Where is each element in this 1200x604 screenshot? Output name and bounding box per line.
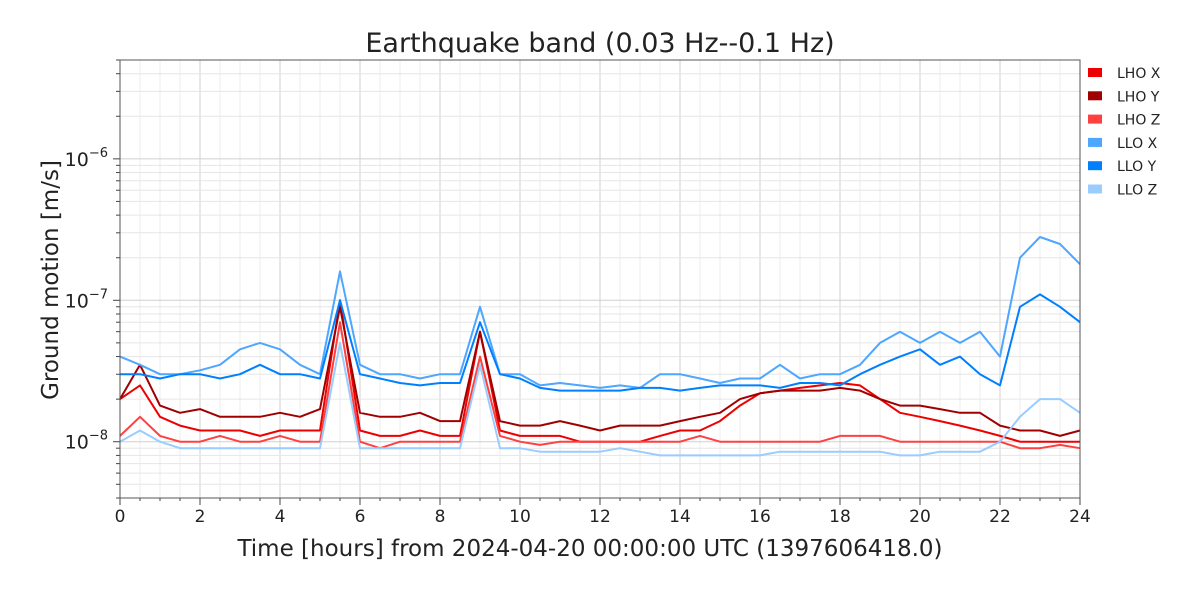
y-axis-label: Ground motion [m/s] bbox=[38, 160, 64, 400]
x-tick-label: 10 bbox=[509, 507, 531, 527]
x-axis-label: Time [hours] from 2024-04-20 00:00:00 UT… bbox=[236, 536, 942, 562]
legend-label: LHO Z bbox=[1117, 113, 1160, 129]
x-tick-label: 22 bbox=[989, 507, 1011, 527]
plot-frame bbox=[119, 59, 1081, 499]
legend-swatch bbox=[1088, 161, 1102, 171]
legend-swatch bbox=[1088, 68, 1102, 77]
y-tick-exponent: −8 bbox=[89, 429, 108, 444]
x-tick-label: 4 bbox=[275, 507, 286, 527]
x-tick-label: 12 bbox=[589, 507, 611, 527]
series-line-lho-y bbox=[119, 305, 1081, 437]
legend-swatch bbox=[1088, 114, 1102, 124]
x-tick-label: 2 bbox=[195, 507, 206, 527]
x-tick-label: 20 bbox=[909, 507, 931, 527]
legend-label: LHO X bbox=[1117, 66, 1161, 82]
y-tick-exponent: −6 bbox=[89, 146, 108, 161]
y-tick-label: 10−7 bbox=[65, 287, 108, 312]
y-tick-base: 10 bbox=[65, 290, 89, 312]
y-tick-label: 10−8 bbox=[65, 429, 108, 454]
x-tick-label: 18 bbox=[829, 507, 851, 527]
x-tick-label: 6 bbox=[355, 507, 366, 527]
x-tick-label: 24 bbox=[1069, 507, 1091, 527]
legend-label: LLO Z bbox=[1117, 183, 1157, 199]
x-tick-label: 8 bbox=[435, 507, 446, 527]
series-line-llo-y bbox=[120, 293, 1081, 392]
x-tick-label: 0 bbox=[115, 507, 126, 527]
legend-swatch bbox=[1088, 137, 1102, 147]
x-tick-label: 16 bbox=[749, 507, 771, 527]
legend-swatch bbox=[1088, 91, 1102, 101]
series-lines bbox=[119, 236, 1081, 457]
series-line-llo-x bbox=[119, 236, 1081, 389]
x-tick-label: 14 bbox=[669, 507, 691, 527]
legend-label: LLO Y bbox=[1117, 159, 1157, 175]
legend: LHO X LHO Y LHO Z LLO X LLO Y LLO Z bbox=[1088, 66, 1161, 199]
chart-title: Earthquake band (0.03 Hz--0.1 Hz) bbox=[365, 28, 834, 59]
legend-swatch bbox=[1088, 184, 1102, 194]
y-tick-label: 10−6 bbox=[65, 146, 108, 171]
y-tick-exponent: −7 bbox=[89, 287, 108, 302]
legend-label: LHO Y bbox=[1117, 89, 1160, 105]
series-line-lho-z bbox=[119, 321, 1081, 450]
y-tick-base: 10 bbox=[65, 432, 89, 454]
y-tick-base: 10 bbox=[65, 149, 89, 171]
legend-label: LLO X bbox=[1117, 136, 1158, 152]
series-line-llo-z bbox=[119, 341, 1081, 457]
grid bbox=[119, 59, 1081, 499]
